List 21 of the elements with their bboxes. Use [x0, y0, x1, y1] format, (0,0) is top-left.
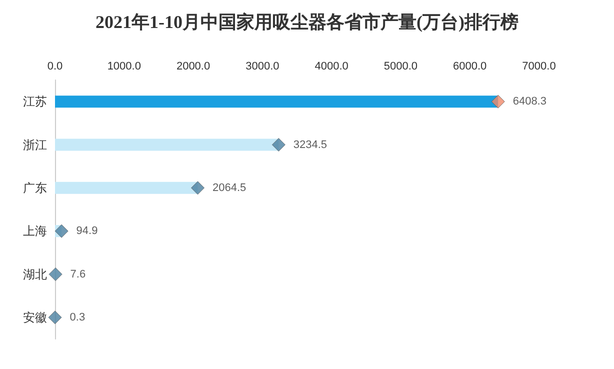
x-tick-label: 6000.0: [453, 60, 487, 72]
y-tick-label: 安徽: [23, 310, 47, 324]
data-label: 94.9: [76, 225, 98, 238]
x-tick-label: 0.0: [47, 60, 63, 72]
x-tick-label: 5000.0: [384, 60, 418, 72]
x-tick-label: 1000.0: [107, 60, 141, 72]
data-label: 2064.5: [212, 182, 246, 194]
x-tick-label: 2000.0: [176, 60, 210, 72]
data-label: 6408.3: [512, 96, 546, 108]
chart-title: 2021年1-10月中国家用吸尘器各省市产量(万台)排行榜: [96, 12, 518, 32]
y-tick-label: 上海: [23, 224, 47, 238]
data-label: 3234.5: [293, 138, 328, 151]
x-tick-label: 7000.0: [522, 60, 556, 72]
y-tick-label: 浙江: [23, 138, 47, 152]
data-label: 0.3: [70, 311, 86, 324]
y-tick-label: 江苏: [23, 94, 47, 109]
data-label: 7.6: [70, 268, 86, 280]
x-tick-label: 3000.0: [246, 60, 280, 72]
y-tick-label: 广东: [23, 180, 47, 195]
x-tick-label: 4000.0: [314, 60, 348, 72]
y-tick-label: 湖北: [23, 267, 47, 282]
